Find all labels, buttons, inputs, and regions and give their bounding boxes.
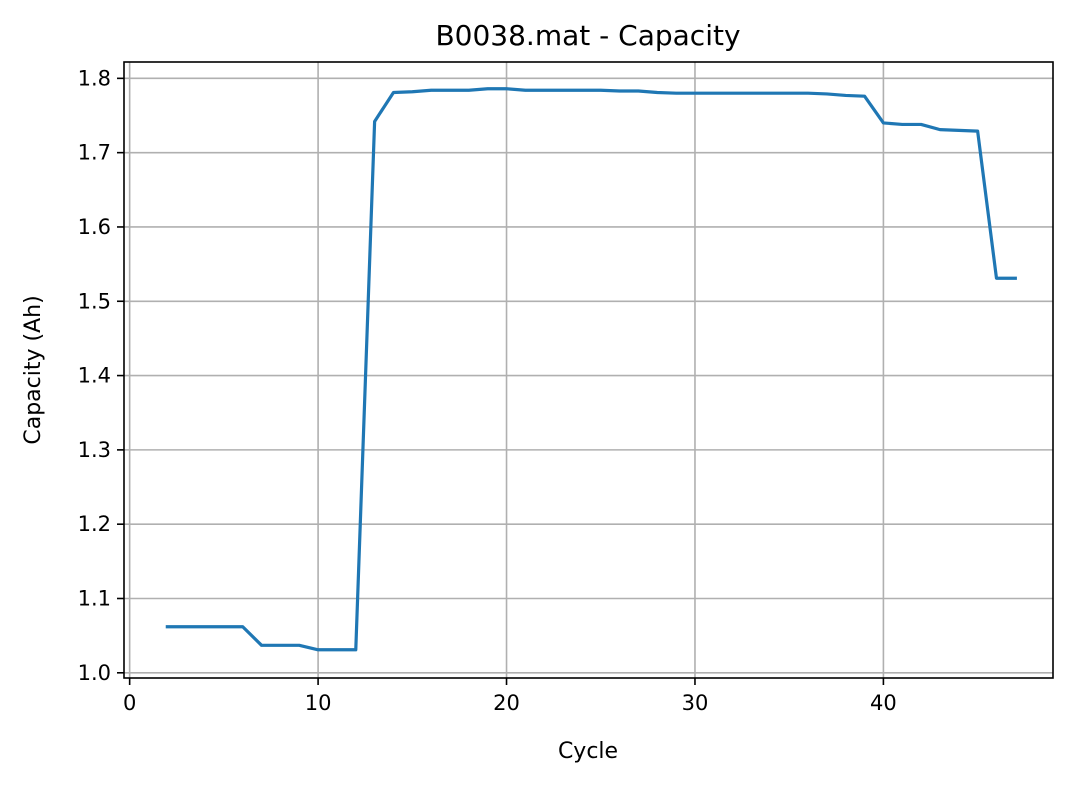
x-axis-ticks: 0 10 20 30 40 [123,678,897,715]
y-tick-label: 1.3 [78,438,111,462]
x-tick-label: 10 [305,691,332,715]
x-tick-label: 30 [682,691,709,715]
x-tick-label: 0 [123,691,136,715]
capacity-series-line [165,87,1017,652]
x-tick-label: 20 [493,691,520,715]
plot-frame [123,61,1054,679]
y-tick-label: 1.0 [78,661,111,685]
x-axis-label: Cycle [558,739,618,764]
y-tick-label: 1.2 [78,512,111,536]
x-tick-label: 40 [870,691,897,715]
y-tick-label: 1.8 [78,66,111,90]
y-axis-ticks: 1.0 1.1 1.2 1.3 1.4 1.5 1.6 1.7 1.8 [78,66,124,685]
y-axis-label: Capacity (Ah) [21,295,46,444]
y-tick-label: 1.6 [78,215,111,239]
y-tick-label: 1.4 [78,364,111,388]
series-layer [165,87,1017,652]
y-tick-label: 1.7 [78,141,111,165]
y-tick-label: 1.5 [78,289,111,313]
y-tick-label: 1.1 [78,586,111,610]
chart-title: B0038.mat - Capacity [435,19,740,52]
grid-lines [124,62,1053,678]
